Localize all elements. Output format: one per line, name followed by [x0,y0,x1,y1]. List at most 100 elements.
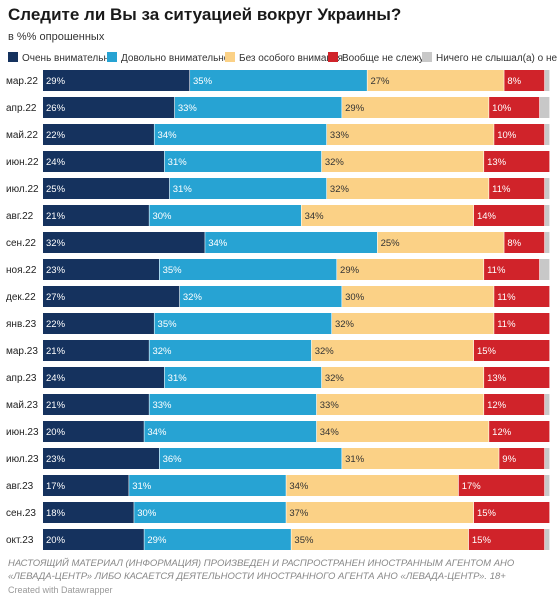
category-label: сен.22 [6,238,36,249]
bar-segment [494,286,550,307]
bar-segment [129,475,286,496]
value-label: 11% [487,265,506,276]
value-label: 10% [497,130,517,141]
legend-item: Довольно внимательно [107,52,229,66]
value-label: 25% [46,184,66,195]
value-label: 13% [487,373,507,384]
value-label: 22% [46,319,66,330]
value-label: 14% [477,211,497,222]
bar-segment [458,475,545,496]
bar-segment [544,475,550,496]
value-label: 30% [152,211,172,222]
bar-segment [43,367,165,388]
category-label: июл.22 [6,184,39,195]
category-label: мар.23 [6,346,38,357]
category-label: сен.23 [6,508,36,519]
value-label: 12% [487,400,507,411]
category-label: дек.22 [6,292,36,303]
value-label: 35% [158,319,178,330]
value-label: 20% [46,535,66,546]
value-label: 32% [183,292,203,303]
value-label: 34% [147,427,167,438]
category-label: авг.22 [6,211,34,222]
bar-segment [504,232,545,253]
bar-segment [43,286,180,307]
legend-swatch [8,52,18,62]
bar-segment [159,259,337,280]
bar-segment [484,151,550,172]
value-label: 23% [46,454,66,465]
category-label: апр.23 [6,373,37,384]
bar-segment [544,529,550,550]
value-label: 24% [46,373,66,384]
bar-segment [489,97,540,118]
bar-segment [316,421,489,442]
bar-segment [43,178,170,199]
value-label: 8% [507,76,521,87]
category-label: июл.23 [6,454,39,465]
bar-segment [494,313,550,334]
value-label: 21% [46,211,66,222]
bar-segment [342,286,494,307]
value-label: 32% [325,157,345,168]
value-label: 11% [497,292,516,303]
bar-segment [291,529,469,550]
bar-segment [43,313,154,334]
value-label: 33% [330,130,350,141]
bar-segment [134,502,286,523]
bar-segment [484,394,545,415]
legend-label: Довольно внимательно [121,53,230,64]
bar-segment [43,394,149,415]
bar-segment [169,178,327,199]
bar-segment [43,340,149,361]
value-label: 9% [502,454,516,465]
value-label: 11% [497,319,516,330]
bar-segment [321,367,484,388]
stacked-bar-chart: мар.22 29% 35% 27% 8% апр.22 26% 33% 29% 10% май.2… [6,70,550,550]
category-label: мар.22 [6,76,38,87]
bar-segment [205,232,378,253]
bar-segment [544,394,550,415]
value-label: 35% [294,535,314,546]
category-label: июн.23 [6,427,39,438]
bar-segment [43,529,144,550]
bar-segment [286,475,459,496]
legend-item: Ничего не слышал(а) о ней [422,52,557,66]
value-label: 21% [46,346,66,357]
value-label: 32% [325,373,345,384]
value-label: 29% [340,265,360,276]
bar-segment [539,259,550,280]
value-label: 25% [381,238,401,249]
bar-segment [43,205,149,226]
value-label: 29% [147,535,167,546]
value-label: 32% [152,346,172,357]
bar-segment [473,205,545,226]
datawrapper-credit: Created with Datawrapper [8,585,113,595]
bar-segment [149,205,301,226]
value-label: 17% [46,481,66,492]
bar-segment [154,124,327,145]
bar-segment [331,313,494,334]
value-label: 32% [330,184,350,195]
value-label: 27% [370,76,390,87]
value-label: 35% [163,265,183,276]
bar-segment [43,70,190,91]
value-label: 33% [320,400,340,411]
category-label: авг.23 [6,481,34,492]
value-label: 36% [163,454,183,465]
bar-segment [544,124,550,145]
value-label: 24% [46,157,66,168]
value-label: 34% [305,211,325,222]
bar-segment [43,97,175,118]
value-label: 31% [168,373,188,384]
bar-segment [174,97,342,118]
value-label: 12% [492,427,512,438]
value-label: 35% [193,76,213,87]
value-label: 31% [345,454,365,465]
bar-segment [164,367,322,388]
value-label: 29% [46,76,66,87]
bar-segment [489,178,545,199]
bar-segment [149,340,312,361]
bar-segment [539,97,550,118]
bar-segment [164,151,322,172]
